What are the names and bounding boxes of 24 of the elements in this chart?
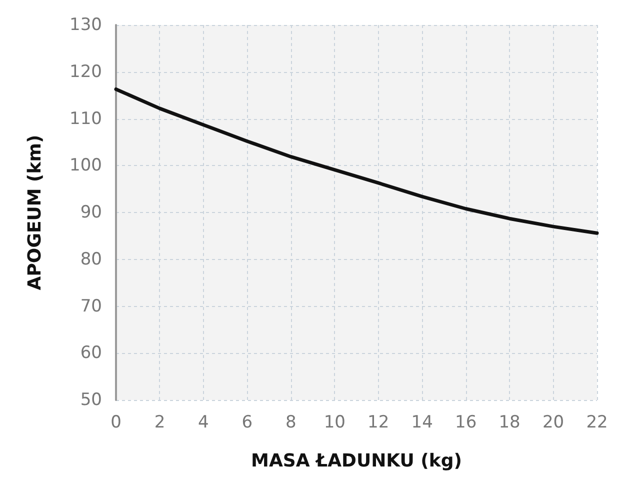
y-tick-label: 100 bbox=[70, 156, 102, 176]
x-tick-label: 2 bbox=[154, 412, 166, 432]
y-tick-label: 70 bbox=[80, 296, 102, 316]
x-axis-title: MASA ŁADUNKU (kg) bbox=[251, 450, 462, 472]
x-tick-label: 0 bbox=[110, 412, 122, 432]
x-tick-label: 4 bbox=[198, 412, 209, 432]
x-tick-label: 22 bbox=[586, 412, 608, 432]
x-tick-label: 20 bbox=[542, 412, 564, 432]
x-tick-label: 16 bbox=[455, 412, 477, 432]
x-tick-label: 8 bbox=[285, 412, 296, 432]
y-tick-label: 130 bbox=[70, 15, 102, 35]
x-tick-label: 18 bbox=[498, 412, 520, 432]
y-tick-label: 90 bbox=[80, 202, 102, 222]
y-tick-label: 110 bbox=[70, 108, 102, 129]
y-axis-title: APOGEUM (km) bbox=[24, 134, 46, 290]
x-tick-label: 14 bbox=[411, 412, 433, 432]
y-tick-label: 80 bbox=[80, 249, 102, 270]
line-series bbox=[114, 87, 599, 235]
y-tick-label: 50 bbox=[80, 390, 102, 410]
y-tick-label: 120 bbox=[70, 62, 102, 82]
x-tick-label: 10 bbox=[324, 412, 346, 432]
x-tick-label: 12 bbox=[368, 412, 390, 432]
y-tick-label: 60 bbox=[80, 343, 102, 364]
x-tick-label: 6 bbox=[242, 412, 253, 432]
